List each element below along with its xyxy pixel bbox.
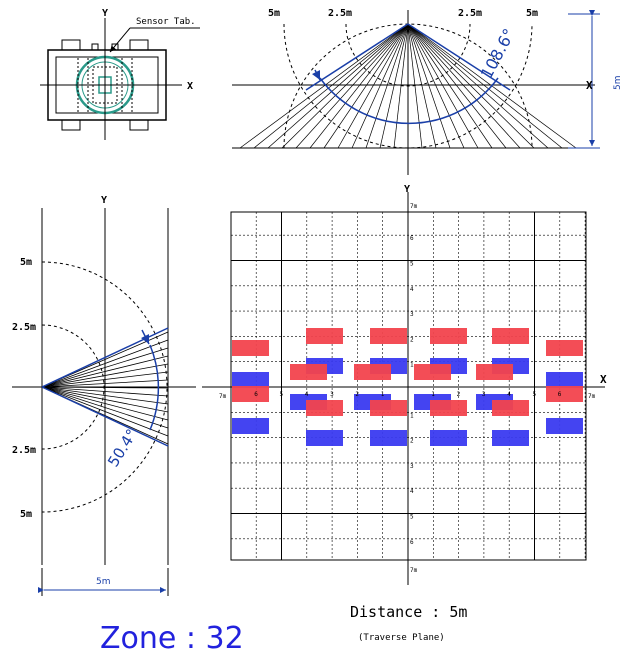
side-2-5m-up: 2.5m [12, 322, 36, 333]
zone-block [354, 364, 391, 380]
zone-block [232, 418, 269, 434]
side-5m-up: 5m [20, 257, 32, 268]
top-2-5m-right: 2.5m [458, 8, 482, 19]
zone-block [306, 400, 343, 416]
plane-y-tick: 6 [410, 235, 414, 242]
plane-x-tick: 5 [280, 391, 284, 398]
top-5m-right: 5m [526, 8, 538, 19]
zone-block [546, 386, 583, 402]
plane-y-tick: 4 [410, 488, 414, 495]
top-2-5m-left: 2.5m [328, 8, 352, 19]
traverse-plane-grid [202, 192, 605, 585]
sensor-x-axis-label: X [187, 81, 193, 92]
zone-block [232, 372, 269, 388]
top-x-axis-label: X [586, 79, 593, 92]
zone-block [290, 364, 327, 380]
zone-block [306, 430, 343, 446]
zone-block [414, 364, 451, 380]
plane-y-tick: 2 [410, 438, 414, 445]
plane-y-axis-label: Y [404, 184, 410, 195]
zone-block [546, 418, 583, 434]
plane-x-tick: 1 [381, 391, 385, 398]
zone-block [370, 328, 407, 344]
plane-x-tick: 2 [355, 391, 359, 398]
plane-x-axis-label: X [600, 373, 607, 386]
plane-x-left-label: 7m [219, 393, 227, 400]
distance-caption: Distance : 5m [350, 603, 467, 621]
sensor-package-drawing [40, 18, 200, 140]
zone-block [232, 340, 269, 356]
zone-blocks [232, 328, 583, 446]
plane-x-tick: 4 [507, 391, 511, 398]
zone-count-label: Zone : 32 [100, 621, 244, 656]
plane-y-tick: 1 [410, 362, 414, 369]
zone-block [492, 430, 529, 446]
plane-x-tick: 3 [482, 391, 486, 398]
plane-caption: (Traverse Plane) [358, 633, 445, 643]
plane-y-tick: 5 [410, 261, 414, 268]
zone-block [430, 328, 467, 344]
plane-y-tick: 6 [410, 539, 414, 546]
zone-block [492, 328, 529, 344]
plane-y-tick: 4 [410, 286, 414, 293]
zone-block [546, 340, 583, 356]
zone-block [430, 400, 467, 416]
top-angle-label: 108.6° [477, 25, 519, 81]
side-2-5m-down: 2.5m [12, 445, 36, 456]
plane-x-tick: 1 [431, 391, 435, 398]
plane-y-tick: 2 [410, 336, 414, 343]
plane-x-tick: 6 [254, 391, 258, 398]
side-y-axis-label: Y [101, 195, 107, 206]
side-width-label: 5m [96, 577, 111, 587]
zone-block [370, 430, 407, 446]
plane-x-tick: 4 [305, 391, 309, 398]
zone-block [232, 386, 269, 402]
top-view-drawing [232, 10, 600, 175]
side-angle-label: 50.4° [104, 426, 141, 470]
plane-y-tick: 3 [410, 463, 414, 470]
zone-block [492, 400, 529, 416]
plane-y-tick: 1 [410, 412, 414, 419]
zone-block [370, 400, 407, 416]
top-5m-left: 5m [268, 8, 280, 19]
plane-x-tick: 5 [533, 391, 537, 398]
side-5m-down: 5m [20, 509, 32, 520]
plane-x-tick: 2 [457, 391, 461, 398]
plane-y-tick: 3 [410, 311, 414, 318]
plane-y-bottom-label: 7m [410, 567, 418, 574]
zone-block [306, 328, 343, 344]
side-view-drawing [12, 208, 196, 596]
plane-x-right-label: 7m [588, 393, 596, 400]
plane-y-top-label: 7m [410, 203, 418, 210]
zone-block [546, 372, 583, 388]
zone-block [476, 364, 513, 380]
sensor-y-axis-label: Y [102, 8, 108, 19]
top-height-label: 5m [613, 76, 623, 91]
sensor-tab-label: Sensor Tab. [136, 17, 196, 27]
plane-y-tick: 5 [410, 514, 414, 521]
plane-x-tick: 6 [558, 391, 562, 398]
plane-x-tick: 3 [330, 391, 334, 398]
zone-block [430, 430, 467, 446]
